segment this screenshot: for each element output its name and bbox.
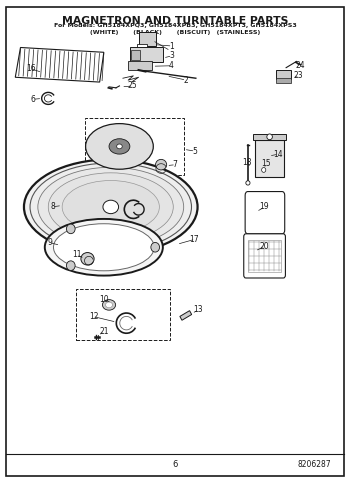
Ellipse shape: [246, 181, 250, 185]
Text: MAGNETRON AND TURNTABLE PARTS: MAGNETRON AND TURNTABLE PARTS: [62, 16, 288, 26]
Bar: [276, 70, 291, 79]
Bar: [128, 61, 152, 70]
Polygon shape: [15, 47, 104, 82]
Bar: [139, 32, 156, 45]
Bar: [85, 117, 184, 175]
FancyBboxPatch shape: [245, 192, 285, 234]
Text: 6: 6: [172, 460, 178, 469]
Ellipse shape: [66, 261, 75, 270]
Ellipse shape: [24, 159, 197, 255]
Bar: [255, 140, 284, 177]
Bar: [131, 50, 140, 60]
Ellipse shape: [86, 124, 153, 169]
Text: 4: 4: [169, 61, 174, 70]
Text: 15: 15: [261, 159, 271, 168]
Bar: [137, 43, 147, 49]
Ellipse shape: [117, 144, 122, 149]
Text: 19: 19: [259, 202, 269, 212]
Ellipse shape: [262, 168, 266, 172]
Bar: [76, 288, 170, 341]
Ellipse shape: [62, 181, 159, 233]
Text: (WHITE)       (BLACK)       (BISCUIT)   (STAINLESS): (WHITE) (BLACK) (BISCUIT) (STAINLESS): [90, 30, 260, 35]
Ellipse shape: [106, 302, 112, 308]
Text: 20: 20: [259, 242, 269, 251]
Text: 1: 1: [169, 42, 174, 51]
Text: 16: 16: [27, 64, 36, 73]
Ellipse shape: [81, 253, 94, 265]
Ellipse shape: [54, 224, 154, 271]
Bar: [130, 46, 163, 62]
Text: 2: 2: [183, 76, 188, 85]
Text: 5: 5: [192, 147, 197, 156]
Text: 12: 12: [89, 312, 98, 321]
Ellipse shape: [103, 200, 119, 213]
Ellipse shape: [38, 167, 184, 246]
Text: 25: 25: [128, 82, 138, 90]
Ellipse shape: [30, 163, 191, 251]
Text: 21: 21: [99, 327, 109, 336]
Text: 6: 6: [31, 95, 36, 104]
Text: 10: 10: [99, 295, 109, 304]
Text: 3: 3: [169, 51, 174, 60]
Text: 18: 18: [242, 158, 251, 167]
Text: 17: 17: [190, 235, 199, 243]
Bar: [276, 78, 291, 83]
Text: 8206287: 8206287: [298, 460, 331, 469]
Text: 13: 13: [193, 305, 203, 314]
Text: 11: 11: [72, 251, 82, 259]
FancyBboxPatch shape: [244, 234, 285, 278]
Bar: [248, 240, 281, 272]
Text: 23: 23: [294, 71, 303, 80]
Ellipse shape: [103, 299, 116, 310]
Text: 24: 24: [296, 61, 306, 70]
Ellipse shape: [48, 173, 173, 241]
Text: 8: 8: [50, 202, 55, 212]
Bar: [253, 134, 286, 140]
Ellipse shape: [45, 219, 163, 276]
Text: 7: 7: [173, 160, 177, 169]
Ellipse shape: [109, 139, 130, 154]
Ellipse shape: [66, 224, 75, 234]
Text: For Models: GH5184XPQ3, GH5184XPB3, GH5184XPT3, GH5184XPS3: For Models: GH5184XPQ3, GH5184XPB3, GH51…: [54, 24, 296, 28]
Ellipse shape: [267, 134, 272, 140]
Polygon shape: [180, 311, 192, 320]
Ellipse shape: [151, 242, 160, 252]
Text: 14: 14: [273, 150, 282, 158]
Ellipse shape: [155, 159, 167, 170]
Text: 9: 9: [48, 238, 52, 247]
